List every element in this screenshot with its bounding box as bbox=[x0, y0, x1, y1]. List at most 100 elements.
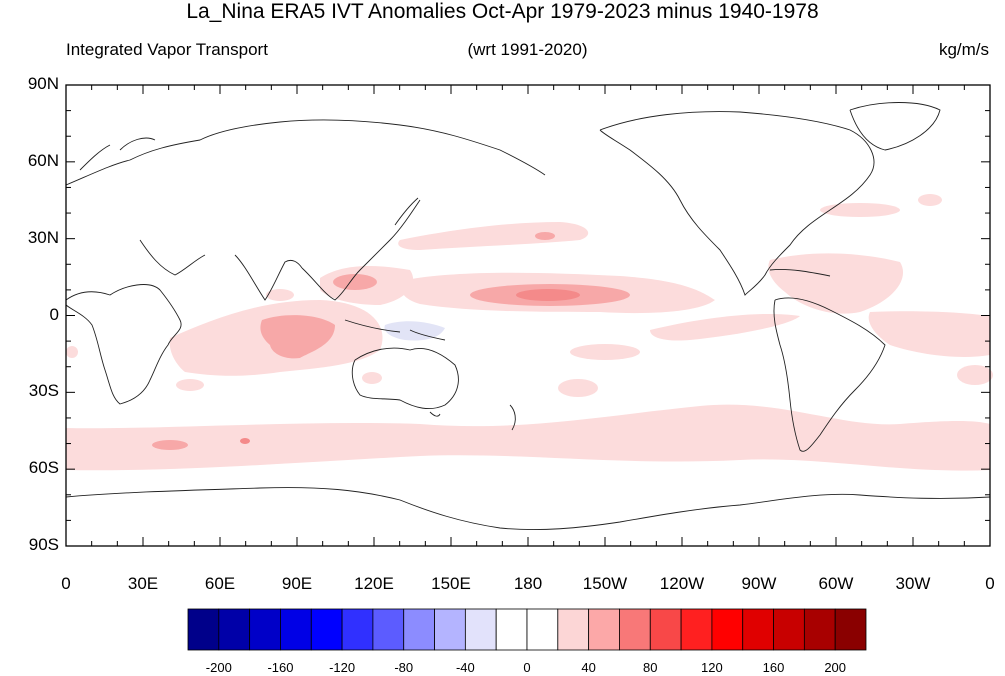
coastline-scandinavia bbox=[79, 137, 156, 171]
lat-tick-label: 60S bbox=[28, 458, 59, 478]
colorbar-tick-label: -120 bbox=[329, 660, 356, 675]
anomaly-patch bbox=[66, 346, 78, 358]
colorbar-swatch bbox=[834, 608, 867, 651]
anomaly-region-southern-band bbox=[66, 404, 990, 471]
map-border bbox=[65, 84, 991, 547]
lon-tick-label: 0 bbox=[61, 574, 71, 593]
colorbar-swatch bbox=[649, 608, 682, 651]
colorbar-tick-label: 200 bbox=[824, 660, 847, 675]
units-label: kg/m/s bbox=[938, 40, 989, 59]
coastline-eurasia bbox=[65, 119, 546, 186]
lon-tick-label: 120W bbox=[659, 574, 705, 593]
coastline-greenland bbox=[849, 102, 941, 151]
colorbar-swatch bbox=[588, 608, 620, 651]
lat-tick-label: 30N bbox=[27, 227, 59, 247]
anomaly-region-north-pacific bbox=[398, 222, 589, 250]
colorbar-swatch bbox=[249, 608, 281, 651]
colorbar-swatch bbox=[434, 608, 466, 651]
anomaly-region-indian-ocean-core bbox=[260, 315, 335, 359]
colorbar-swatch bbox=[557, 608, 590, 651]
colorbar-swatch bbox=[280, 608, 312, 651]
colorbar-tick-label: -160 bbox=[267, 660, 294, 675]
colorbar-swatch bbox=[495, 608, 528, 651]
colorbar-tick-label: 0 bbox=[523, 660, 531, 675]
chart-title: La_Nina ERA5 IVT Anomalies Oct-Apr 1979-… bbox=[186, 0, 819, 23]
colorbar-swatch bbox=[711, 608, 744, 651]
colorbar-swatch bbox=[403, 608, 435, 651]
colorbar-swatch bbox=[619, 608, 651, 651]
lon-tick-label: 60W bbox=[818, 574, 854, 593]
lon-tick-label: 60E bbox=[204, 574, 236, 593]
colorbar-swatch bbox=[218, 608, 251, 651]
anomaly-patch bbox=[240, 438, 250, 444]
colorbar-swatch bbox=[187, 608, 220, 651]
anomaly-patch bbox=[558, 379, 598, 397]
lat-tick-label: 0 bbox=[49, 304, 59, 324]
anomaly-patch bbox=[957, 365, 993, 385]
coastline-japan bbox=[394, 197, 419, 226]
coastline-africa bbox=[65, 284, 182, 405]
subtitle-center: (wrt 1991-2020) bbox=[467, 40, 588, 59]
colorbar-tick-label: -80 bbox=[394, 660, 414, 675]
colorbar-tick-label: -40 bbox=[455, 660, 475, 675]
lat-tick-label: 60N bbox=[27, 150, 59, 170]
lon-tick-label: 120E bbox=[354, 574, 394, 593]
coastline-australia bbox=[351, 347, 459, 410]
anomaly-patch bbox=[266, 289, 294, 301]
colorbar-tick-label: 160 bbox=[762, 660, 785, 675]
anomaly-region-negative-maritime bbox=[384, 321, 445, 341]
lon-tick-label: 90E bbox=[281, 574, 313, 593]
map-frame bbox=[65, 84, 991, 547]
colorbar-swatch bbox=[464, 608, 497, 651]
anomaly-patch bbox=[362, 372, 382, 384]
lon-tick-label: 150E bbox=[431, 574, 471, 593]
colorbar-swatch bbox=[310, 608, 343, 651]
colorbar-swatch bbox=[773, 608, 805, 651]
lon-tick-label: 30E bbox=[127, 574, 159, 593]
colorbar-swatch bbox=[680, 608, 713, 651]
subtitle-left: Integrated Vapor Transport bbox=[66, 40, 268, 59]
anomaly-patch bbox=[820, 203, 900, 217]
anomaly-patch bbox=[535, 232, 555, 240]
coastline-caribbean bbox=[769, 269, 831, 277]
colorbar bbox=[187, 608, 867, 651]
anomaly-region-caribbean-atlantic bbox=[768, 253, 904, 314]
coastline-indonesia bbox=[344, 319, 446, 341]
coastlines bbox=[65, 102, 991, 531]
coastline-tasmania bbox=[429, 411, 441, 417]
coastline-north-america bbox=[599, 111, 875, 296]
coastline-south-america bbox=[773, 297, 886, 452]
lat-tick-label: 90N bbox=[27, 74, 59, 93]
coastline-east-asia bbox=[301, 199, 421, 301]
lon-tick-label: 90W bbox=[741, 574, 777, 593]
lon-tick-label: 150W bbox=[582, 574, 628, 593]
anomaly-region-east-pacific bbox=[650, 313, 800, 341]
lat-tick-label: 90S bbox=[28, 535, 59, 554]
anomaly-patch bbox=[333, 274, 377, 290]
colorbar-tick-label: -200 bbox=[205, 660, 232, 675]
colorbar-swatch bbox=[341, 608, 374, 651]
coastline-new-zealand bbox=[509, 404, 516, 431]
anomaly-core-central-pacific-max bbox=[516, 289, 580, 301]
colorbar-tick-label: 80 bbox=[643, 660, 658, 675]
lon-tick-label: 180 bbox=[513, 574, 543, 593]
coastline-middle-east bbox=[139, 239, 206, 276]
colorbar-tick-label: 120 bbox=[701, 660, 723, 675]
anomaly-patch bbox=[176, 379, 204, 391]
colorbar-swatch bbox=[803, 608, 836, 651]
lat-tick-label: 30S bbox=[28, 381, 59, 401]
coastline-india bbox=[234, 254, 303, 301]
anomaly-shading bbox=[66, 194, 993, 471]
coastline-antarctica bbox=[65, 487, 991, 531]
anomaly-patch bbox=[152, 440, 188, 450]
anomaly-patch bbox=[918, 194, 942, 206]
lon-tick-label: 30W bbox=[895, 574, 931, 593]
colorbar-swatch bbox=[742, 608, 774, 651]
anomaly-region-tropical-atlantic bbox=[868, 311, 990, 357]
anomaly-patch bbox=[570, 344, 640, 360]
lon-tick-label: 0 bbox=[985, 574, 995, 593]
colorbar-swatch bbox=[526, 608, 559, 651]
colorbar-swatch bbox=[372, 608, 405, 651]
colorbar-tick-label: 40 bbox=[581, 660, 596, 675]
